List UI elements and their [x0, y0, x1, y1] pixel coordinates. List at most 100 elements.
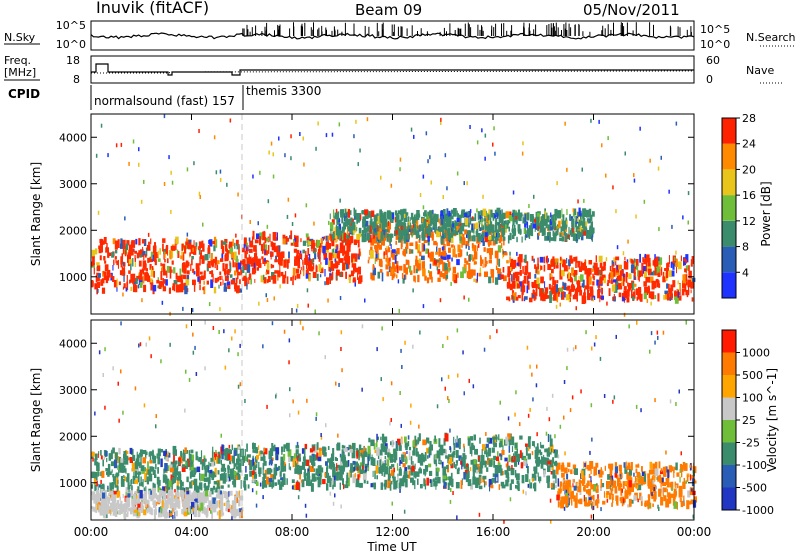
echo-cell [226, 270, 229, 274]
echo-cell [658, 257, 663, 265]
echo-cell [540, 265, 543, 270]
echo-cell [249, 461, 253, 471]
echo-cell [677, 280, 679, 285]
echo-cell [215, 503, 218, 509]
echo-cell [181, 490, 185, 500]
echo-cell [238, 512, 241, 519]
echo-cell [374, 245, 379, 252]
echo-cell [134, 254, 136, 260]
echo-cell [171, 269, 173, 273]
echo-cell [373, 215, 378, 222]
echo-cell [585, 489, 589, 494]
echo-cell [673, 469, 675, 478]
echo-cell [95, 503, 97, 512]
echo-cell [578, 483, 582, 493]
echo-cell [495, 212, 498, 218]
echo-cell [509, 483, 512, 491]
echo-cell [595, 255, 597, 263]
echo-cell [540, 220, 542, 230]
echo-cell [393, 467, 395, 473]
echo-cell [396, 248, 400, 255]
echo-cell [665, 478, 670, 486]
echo-cell [595, 499, 600, 504]
echo-cell [265, 476, 270, 485]
echo-cell [195, 242, 198, 250]
echo-cell [151, 487, 156, 497]
echo-cell [115, 143, 118, 148]
echo-cell [317, 456, 322, 462]
echo-cell [143, 509, 147, 516]
echo-cell [535, 266, 538, 274]
echo-cell [190, 464, 194, 471]
echo-cell [673, 501, 678, 509]
echo-cell [512, 224, 514, 234]
echo-cell [219, 169, 222, 174]
echo-cell [688, 286, 690, 293]
echo-cell [148, 452, 151, 457]
echo-cell [504, 470, 509, 475]
echo-cell [651, 494, 654, 499]
echo-cell [409, 249, 414, 254]
echo-cell [369, 452, 371, 459]
echo-cell [142, 275, 145, 284]
echo-cell [389, 480, 393, 485]
echo-cell [575, 261, 577, 268]
echo-cell [510, 468, 515, 476]
echo-cell [588, 473, 591, 478]
echo-cell [691, 478, 695, 487]
echo-cell [295, 481, 300, 490]
echo-cell [443, 232, 446, 239]
echo-cell [227, 250, 230, 254]
echo-cell [504, 226, 507, 233]
echo-cell [482, 475, 487, 480]
echo-cell [312, 462, 316, 467]
echo-cell [534, 475, 537, 481]
echo-cell [276, 467, 279, 471]
echo-cell [352, 474, 356, 484]
echo-cell [686, 265, 689, 271]
echo-cell [500, 481, 505, 487]
echo-cell [406, 234, 410, 240]
echo-cell [632, 296, 635, 301]
echo-cell [388, 233, 392, 238]
echo-cell [577, 279, 580, 286]
echo-cell [616, 245, 619, 250]
echo-cell [497, 451, 499, 458]
echo-cell [430, 216, 434, 225]
echo-cell [294, 237, 297, 242]
echo-cell [137, 473, 140, 483]
echo-cell [396, 219, 401, 227]
nave-tick-top: 60 [706, 54, 720, 67]
echo-cell [627, 239, 629, 244]
echo-cell [148, 505, 151, 512]
echo-cell [314, 253, 317, 260]
echo-cell [519, 228, 522, 235]
echo-cell [344, 261, 349, 270]
echo-cell [444, 234, 447, 238]
echo-cell [230, 279, 235, 285]
echo-cell [519, 450, 522, 459]
echo-cell [184, 501, 187, 507]
echo-cell [587, 219, 590, 224]
echo-cell [476, 140, 479, 145]
echo-cell [514, 469, 517, 478]
echo-cell [265, 271, 267, 275]
echo-cell [302, 136, 304, 141]
echo-cell [612, 480, 617, 488]
echo-cell [387, 211, 392, 220]
echo-cell [335, 208, 338, 213]
echo-cell [473, 234, 475, 239]
echo-cell [469, 254, 473, 261]
echo-cell [164, 454, 169, 460]
echo-cell [541, 227, 544, 236]
echo-cell [423, 478, 426, 487]
echo-cell [313, 457, 316, 461]
echo-cell [582, 296, 587, 304]
echo-cell [557, 478, 560, 487]
echo-cell [190, 472, 194, 476]
echo-cell [138, 482, 141, 487]
echo-cell [636, 296, 638, 301]
echo-cell [317, 121, 319, 126]
echo-cell [292, 276, 294, 286]
